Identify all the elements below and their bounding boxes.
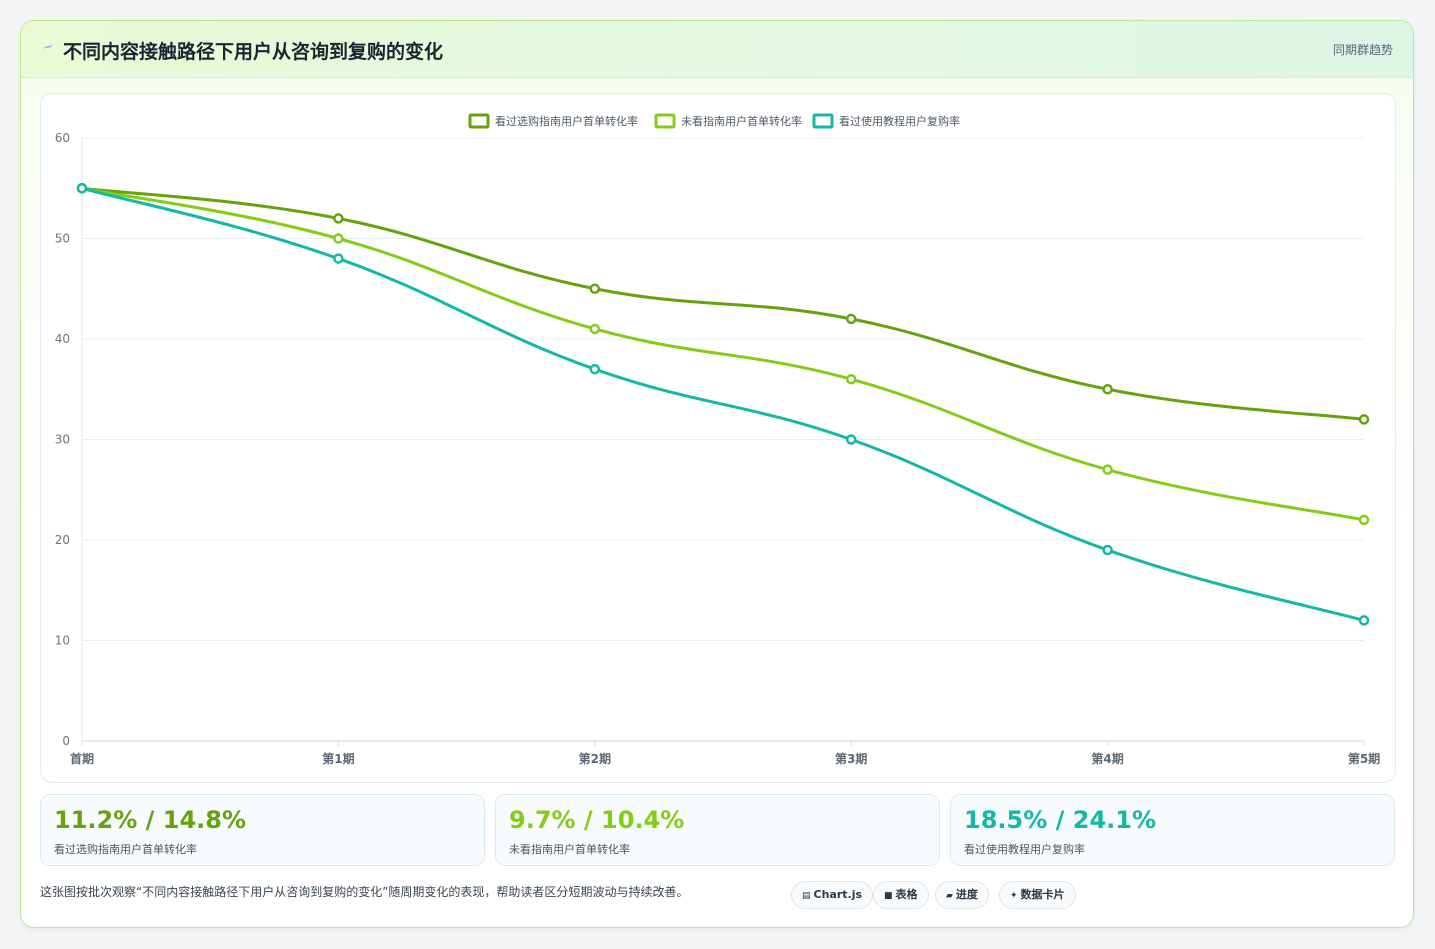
series-2	[76, 183, 1370, 526]
sparkle-icon	[41, 40, 55, 56]
series-3	[76, 183, 1370, 626]
data-point[interactable]	[1102, 544, 1113, 556]
footer-note: 这张图按批次观察“不同内容接触路径下用户从咨询到复购的变化”随周期变化的表现，帮…	[40, 885, 689, 899]
chip-table[interactable]: ■ 表格	[873, 881, 929, 909]
y-tick-label: 20	[55, 533, 70, 547]
legend[interactable]: 看过选购指南用户首单转化率 未看指南用户首单转化率 看过使用教程用户复购率	[468, 113, 960, 129]
card-header: 不同内容接触路径下用户从咨询到复购的变化 同期群趋势	[21, 21, 1413, 78]
legend-swatch	[812, 113, 834, 129]
data-point[interactable]	[76, 183, 88, 194]
line-chart: 0 10 20 30 40 50 60 首期 第1期 第2期 第3期 第4期 第5期 看过选购指南用户首…	[55, 113, 1380, 766]
chip-chartjs[interactable]: ▤ Chart.js	[791, 881, 874, 909]
series-line	[81, 186, 1365, 622]
x-tick-label: 第4期	[1091, 751, 1123, 766]
progress-icon: ▰	[946, 891, 953, 901]
data-point[interactable]	[1358, 615, 1370, 626]
series-line	[81, 186, 1365, 421]
page-title: 不同内容接触路径下用户从咨询到复购的变化	[63, 41, 444, 63]
x-tick-label: 第1期	[322, 751, 354, 766]
header-tag: 同期群趋势	[1332, 43, 1393, 57]
legend-item-2[interactable]: 未看指南用户首单转化率	[654, 113, 802, 129]
axis-layer: 0 10 20 30 40 50 60 首期 第1期 第2期 第3期 第4期 第5期	[55, 131, 1380, 766]
y-tick-label: 40	[55, 332, 70, 346]
legend-swatch	[468, 113, 490, 129]
data-point[interactable]	[333, 213, 344, 224]
data-point[interactable]	[845, 373, 857, 385]
data-point[interactable]	[1102, 464, 1113, 475]
x-tick-label: 第3期	[835, 751, 867, 766]
grid-layer	[82, 137, 1364, 742]
x-tick-label: 首期	[70, 751, 94, 766]
data-point[interactable]	[1102, 384, 1113, 395]
x-tick-label: 第5期	[1348, 751, 1380, 766]
legend-label: 看过选购指南用户首单转化率	[495, 114, 638, 128]
data-point[interactable]	[589, 283, 601, 294]
data-point[interactable]	[333, 253, 344, 264]
legend-label: 看过使用教程用户复购率	[839, 114, 960, 128]
chart-icon: ▤	[802, 891, 811, 901]
y-tick-label: 50	[55, 232, 70, 246]
stat-value: 9.7% / 10.4%	[509, 806, 685, 834]
data-point[interactable]	[333, 233, 344, 244]
stat-label: 未看指南用户首单转化率	[509, 843, 630, 856]
stat-value: 11.2% / 14.8%	[54, 806, 246, 834]
data-point[interactable]	[589, 363, 601, 375]
stat-card-1: 11.2% / 14.8% 看过选购指南用户首单转化率	[40, 794, 485, 866]
chart-panel: 0 10 20 30 40 50 60 首期 第1期 第2期 第3期 第4期 第5期 看过选购指南用户首…	[40, 93, 1396, 783]
table-icon: ■	[884, 891, 893, 901]
stat-card-3: 18.5% / 24.1% 看过使用教程用户复购率	[950, 794, 1395, 866]
chip-data-card[interactable]: ✦ 数据卡片	[999, 881, 1076, 909]
card-icon: ✦	[1010, 891, 1018, 901]
legend-item-3[interactable]: 看过使用教程用户复购率	[812, 113, 960, 129]
y-tick-label: 0	[62, 734, 70, 748]
series-layer	[76, 183, 1370, 626]
stat-cards: 11.2% / 14.8% 看过选购指南用户首单转化率 9.7% / 10.4%…	[40, 794, 1396, 866]
y-tick-label: 10	[55, 634, 70, 648]
stat-card-2: 9.7% / 10.4% 未看指南用户首单转化率	[495, 794, 940, 866]
legend-swatch	[654, 113, 676, 129]
data-point[interactable]	[1358, 414, 1370, 425]
stat-value: 18.5% / 24.1%	[964, 806, 1156, 834]
series-1	[76, 183, 1370, 425]
data-point[interactable]	[589, 323, 601, 335]
chart-card: 不同内容接触路径下用户从咨询到复购的变化 同期群趋势 0 10 20 30 40 50 60…	[20, 20, 1414, 928]
stat-label: 看过选购指南用户首单转化率	[54, 843, 197, 856]
x-tick-label: 第2期	[579, 751, 611, 766]
y-tick-label: 60	[55, 131, 70, 145]
data-point[interactable]	[845, 313, 857, 325]
legend-item-1[interactable]: 看过选购指南用户首单转化率	[468, 113, 638, 129]
data-point[interactable]	[1358, 514, 1370, 526]
legend-label: 未看指南用户首单转化率	[681, 114, 802, 128]
chip-progress[interactable]: ▰ 进度	[935, 881, 989, 909]
y-tick-label: 30	[55, 433, 70, 447]
series-line	[81, 186, 1365, 522]
data-point[interactable]	[845, 434, 857, 445]
stat-label: 看过使用教程用户复购率	[964, 843, 1085, 856]
